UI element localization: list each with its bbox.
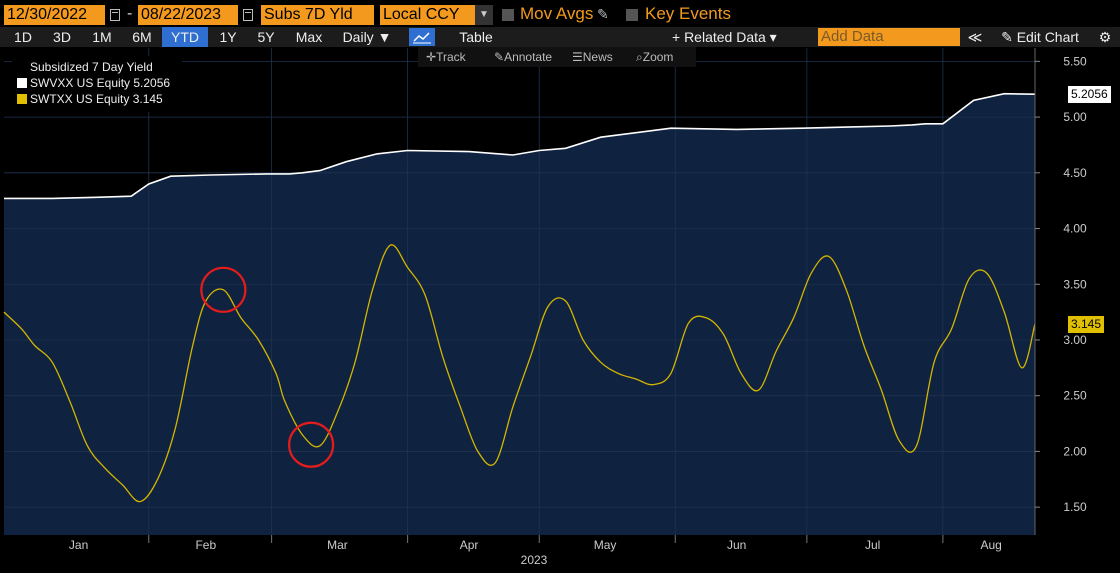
period-5y-button[interactable]: 5Y [257,29,275,45]
x-tick-label: Apr [460,538,479,552]
annotation-circle [288,421,335,468]
y-tick-label: 5.00 [1063,110,1087,124]
annotation-circles [200,266,335,468]
mov-avgs-label[interactable]: Mov Avgs [520,4,594,23]
period-1m-button[interactable]: 1M [92,29,112,45]
settings-gear-icon[interactable]: ⚙ [1098,29,1112,45]
period-6m-button[interactable]: 6M [132,29,152,45]
add-data-input[interactable]: Add Data [818,28,960,46]
pencil-icon[interactable]: ✎ [597,6,609,22]
key-events-label[interactable]: Key Events [645,4,731,23]
swvxx-last-value-tag: 5.2056 [1068,86,1111,104]
y-tick-label: 2.00 [1063,444,1087,458]
y-tick-label: 1.50 [1063,500,1087,514]
legend-swatch [17,78,27,88]
period-1y-button[interactable]: 1Y [219,29,237,45]
y-axis-ticks: 5.50 5.00 4.50 4.00 3.50 3.00 2.50 2.00 1.50 [1035,54,1087,514]
y-tick-label: 4.50 [1063,166,1087,180]
news-label: News [582,50,613,64]
field-selector[interactable]: Subs 7D Yld [261,5,374,25]
key-events-checkbox[interactable] [626,9,638,21]
x-tick-label: Jun [727,538,746,552]
x-tick-label: Jan [69,538,88,552]
legend-item-swvxx[interactable]: SWVXX US Equity 5.2056 [17,76,170,90]
annotate-label: Annotate [504,50,553,64]
zoom-tool[interactable]: ⌕ Zoom [636,47,673,67]
annotation-circle [200,266,247,313]
legend-title: Subsidized 7 Day Yield [30,60,153,74]
legend-label: SWTXX US Equity 3.145 [30,92,163,106]
period-3d-button[interactable]: 3D [53,29,71,45]
calendar-icon[interactable] [243,9,253,21]
x-tick-label: May [594,538,617,552]
frequency-dropdown[interactable]: Daily ▼ [342,29,392,45]
x-tick-label: Feb [195,538,216,552]
zoom-label: Zoom [642,50,674,64]
collapse-icon[interactable]: ≪ [967,29,983,45]
date-separator: - [127,5,133,22]
header-toolbar: 12/30/2022 - 08/22/2023 Subs 7D Yld Loca… [0,0,1120,27]
edit-chart-button[interactable]: ✎ Edit Chart [990,27,1090,47]
table-button[interactable]: Table [459,29,493,45]
x-axis-label: 2023 [521,553,548,567]
legend-swatch [17,94,27,104]
track-tool[interactable]: ✛ Track [426,47,466,67]
swvxx-series-line [4,92,1036,200]
related-data-button[interactable]: + Related Data ▾ [672,29,777,45]
period-max-button[interactable]: Max [295,29,323,45]
legend-label: SWVXX US Equity 5.2056 [30,76,171,90]
chart-legend: Subsidized 7 Day Yield SWVXX US Equity 5… [12,56,182,112]
period-1d-button[interactable]: 1D [14,29,32,45]
start-date-field[interactable]: 12/30/2022 [4,5,105,25]
track-label: Track [436,50,466,64]
period-toolbar: 1D 3D 1M 6M YTD 1Y 5Y Max Daily ▼ Table … [0,27,1120,47]
x-axis-ticks: Jan Feb Mar Apr May Jun Jul Aug [69,535,1002,552]
chevron-down-icon[interactable]: ▼ [475,5,493,25]
swtxx-series-line [3,244,1036,503]
swtxx-last-value-tag: 3.145 [1068,315,1105,333]
x-tick-label: Aug [980,538,1001,552]
y-tick-label: 5.50 [1063,54,1087,68]
chart-subtools: ✛ Track ✎ Annotate ☰ News ⌕ Zoom [418,47,696,67]
edit-chart-label: Edit Chart [1016,29,1079,45]
legend-item-swtxx[interactable]: SWTXX US Equity 3.145 [17,92,163,106]
period-ytd-button[interactable]: YTD [162,27,208,47]
news-tool[interactable]: ☰ News [572,47,613,67]
y-tick-label: 3.50 [1063,277,1087,291]
annotate-tool[interactable]: ✎ Annotate [494,47,552,67]
y-tick-label: 3.00 [1063,333,1087,347]
end-date-field[interactable]: 08/22/2023 [138,5,238,25]
y-tick-label: 4.00 [1063,222,1087,236]
x-tick-label: Jul [865,538,880,552]
mov-avgs-checkbox[interactable] [502,9,514,21]
x-tick-label: Mar [327,538,348,552]
pencil-icon: ✎ [1001,29,1017,45]
line-chart-icon[interactable] [409,28,435,46]
y-tick-label: 2.50 [1063,389,1087,403]
calendar-icon[interactable] [110,9,120,21]
swvxx-area-fill [4,93,1035,535]
currency-selector[interactable]: Local CCY [380,5,475,25]
